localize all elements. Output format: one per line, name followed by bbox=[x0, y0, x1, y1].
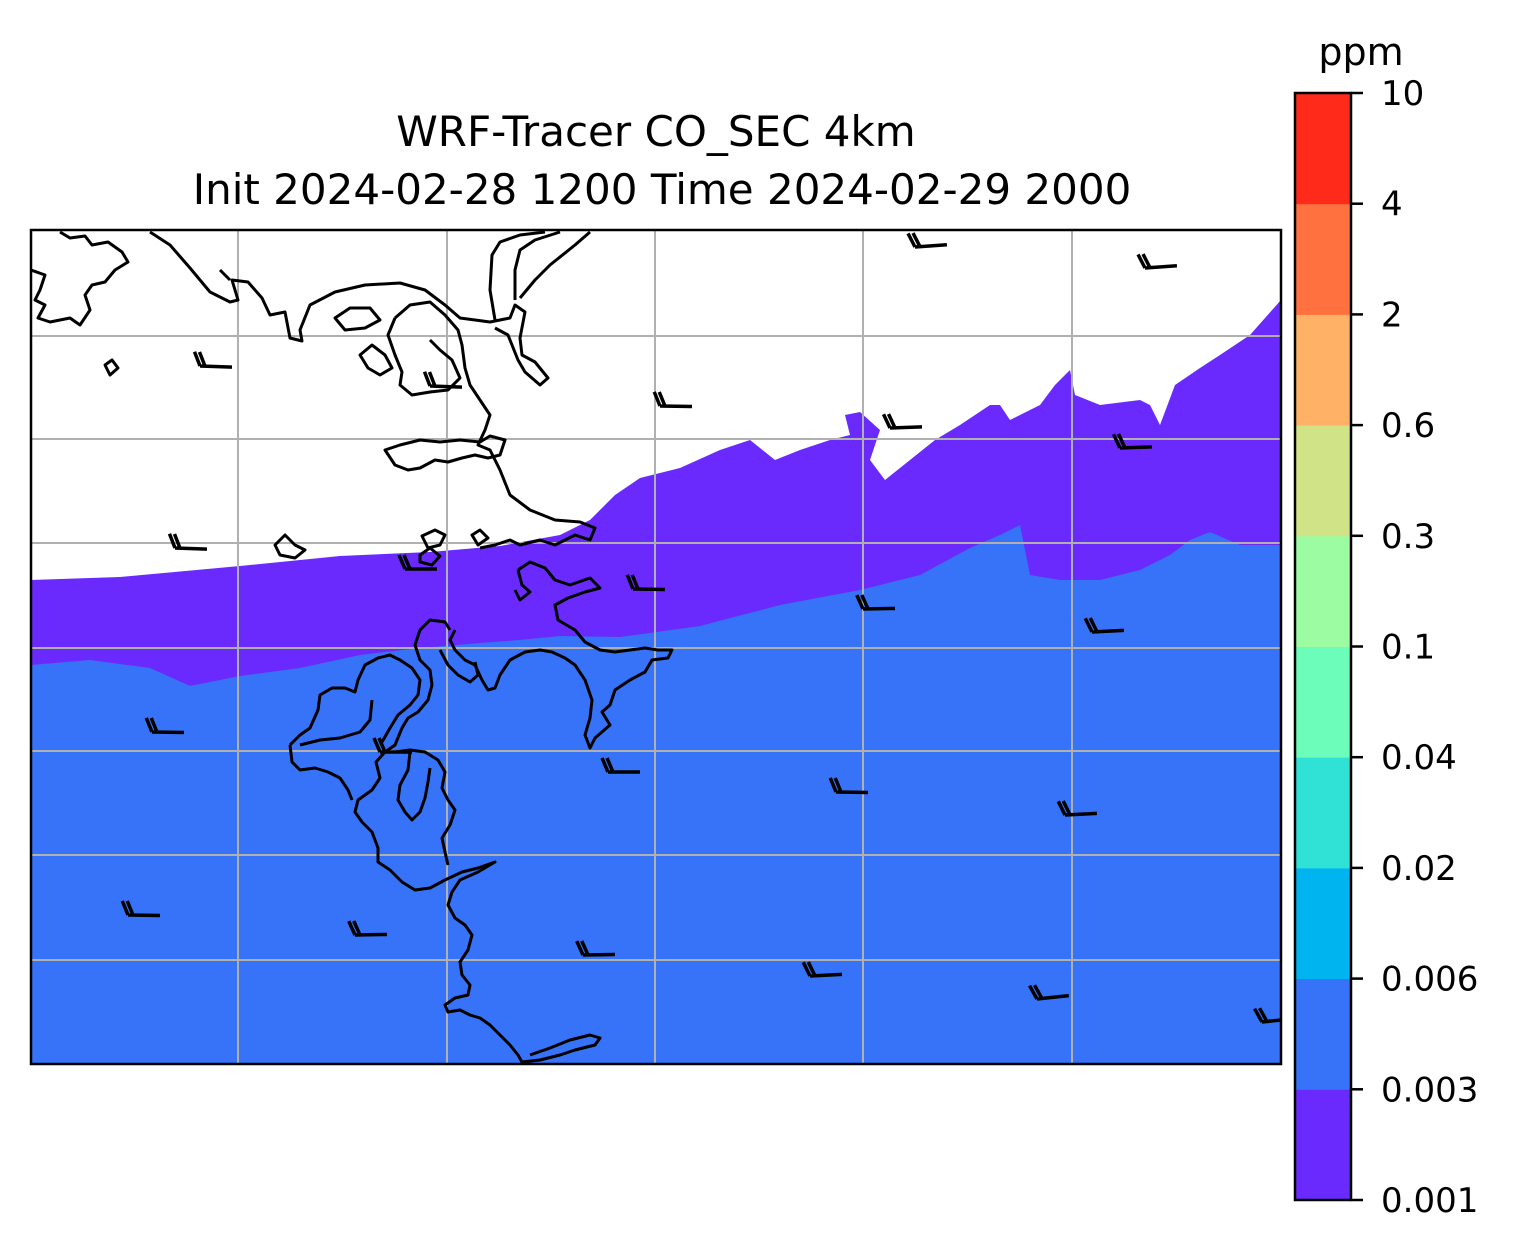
colorbar-tick-label: 0.04 bbox=[1381, 738, 1457, 778]
colorbar-tick-label: 0.02 bbox=[1381, 849, 1457, 889]
wind-barb bbox=[652, 391, 693, 409]
wind-barb bbox=[1028, 984, 1070, 1001]
wind-barb bbox=[828, 777, 869, 795]
wind-barb bbox=[801, 961, 843, 978]
wind-barb bbox=[397, 554, 437, 571]
wind-barb bbox=[1056, 800, 1098, 817]
wind-barb bbox=[1253, 1007, 1281, 1024]
colorbar-tick-label: 4 bbox=[1381, 185, 1403, 225]
colorbar-band bbox=[1295, 978, 1351, 1090]
wind-barb bbox=[372, 737, 412, 754]
map-frame bbox=[29, 228, 1283, 1066]
wind-barb bbox=[575, 940, 616, 957]
map-panel bbox=[31, 230, 1281, 1064]
coastline bbox=[31, 230, 674, 1064]
colorbar-tick-label: 0.3 bbox=[1381, 517, 1435, 557]
map-title-line2: Init 2024-02-28 1200 Time 2024-02-29 200… bbox=[193, 165, 1132, 214]
colorbar-band bbox=[1295, 757, 1351, 869]
wind-barb bbox=[855, 594, 896, 611]
wind-barb bbox=[1111, 433, 1153, 450]
wind-barb bbox=[422, 371, 463, 389]
wind-barb bbox=[1083, 617, 1125, 634]
wind-barb bbox=[144, 717, 185, 735]
colorbar-tick-label: 0.1 bbox=[1381, 628, 1435, 668]
colorbar-tick-label: 10 bbox=[1381, 74, 1424, 114]
colorbar-band bbox=[1295, 646, 1351, 758]
wind-barb bbox=[906, 232, 948, 249]
map-title-line1: WRF-Tracer CO_SEC 4km bbox=[396, 107, 915, 156]
colorbar-unit-label: ppm bbox=[1318, 30, 1403, 74]
wind-barb bbox=[625, 574, 666, 592]
colorbar-band bbox=[1295, 93, 1351, 205]
colorbar-tick-label: 0.001 bbox=[1381, 1181, 1478, 1221]
colorbar-band bbox=[1295, 203, 1351, 315]
colorbar-band bbox=[1295, 1089, 1351, 1201]
wind-barb bbox=[347, 920, 388, 937]
colorbar-frame bbox=[1293, 91, 1353, 1202]
wind-barb bbox=[600, 757, 640, 774]
colorbar-band bbox=[1295, 867, 1351, 980]
wind-barb bbox=[120, 900, 161, 918]
colorbar-band bbox=[1295, 314, 1351, 426]
wind-barb bbox=[1136, 253, 1178, 270]
colorbar-bands bbox=[1295, 93, 1351, 1201]
colorbar-tick-label: 2 bbox=[1381, 295, 1403, 335]
wind-barb bbox=[881, 413, 923, 430]
colorbar: ppm 0.001 0.003 0.006 0.02 0.04 0.1 0.3 0.6 2 4 10 bbox=[1293, 30, 1478, 1221]
colorbar-tick-label: 0.003 bbox=[1381, 1070, 1478, 1110]
colorbar-band bbox=[1295, 535, 1351, 647]
wind-barb bbox=[167, 533, 208, 551]
colorbar-ticks: 0.001 0.003 0.006 0.02 0.04 0.1 0.3 0.6 2 4 10 bbox=[1351, 74, 1478, 1221]
colorbar-tick-label: 0.006 bbox=[1381, 960, 1478, 1000]
wind-barb bbox=[192, 351, 233, 369]
wind-barbs bbox=[120, 232, 1281, 1024]
colorbar-band bbox=[1295, 425, 1351, 537]
colorbar-tick-label: 0.6 bbox=[1381, 406, 1435, 446]
gridlines bbox=[31, 230, 1281, 1064]
